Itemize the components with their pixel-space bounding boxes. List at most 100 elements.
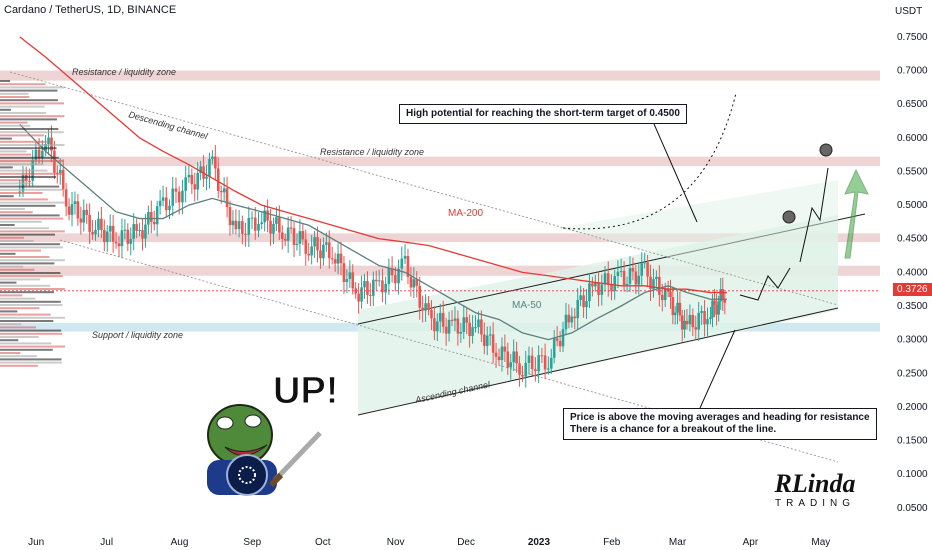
candle-body [354, 288, 357, 294]
resistance-mid-label: Resistance / liquidity zone [320, 147, 424, 157]
projection-area [558, 180, 838, 302]
candle-body [719, 289, 723, 302]
candle-body [345, 279, 349, 283]
candle-body [342, 263, 346, 283]
candle-body [85, 209, 89, 215]
volume-profile-bar [0, 345, 65, 348]
candle-body [181, 190, 184, 203]
candle-body [369, 294, 372, 296]
candle-body [597, 282, 600, 295]
candle-body [187, 174, 191, 178]
candle-body [214, 156, 217, 169]
volume-profile-bar [0, 163, 44, 166]
candle-body [634, 271, 638, 285]
candle-body [637, 275, 641, 285]
candle-body [164, 197, 168, 211]
candle-body [709, 317, 712, 320]
candle-body [646, 262, 649, 277]
y-tick-label: 0.3000 [897, 335, 928, 346]
x-tick-label: Oct [315, 537, 331, 548]
volume-profile-bar [0, 243, 61, 246]
x-tick-label: Aug [171, 537, 189, 548]
volume-profile-bar [0, 156, 59, 159]
candle-body [377, 280, 381, 282]
support-label: Support / liquidity zone [92, 330, 183, 340]
volume-profile-bar [0, 339, 19, 342]
volume-profile-bar [0, 121, 28, 124]
candle-body [424, 303, 427, 311]
volume-profile-bar [0, 134, 44, 137]
candle-body [64, 189, 68, 207]
candle-body [494, 352, 498, 357]
volume-profile-bar [0, 246, 63, 249]
candle-body [316, 237, 319, 251]
volume-profile-bar [0, 153, 32, 156]
candle-body [73, 201, 77, 204]
volume-profile-bar [0, 262, 55, 265]
candle-body [506, 351, 510, 368]
volume-profile-bar [0, 102, 65, 105]
volume-profile-bar [0, 259, 65, 262]
candle-body [222, 188, 226, 193]
volume-profile-bar [0, 364, 38, 367]
liquidity-zone-0 [0, 70, 880, 81]
candle-body [105, 231, 109, 243]
candle-body [278, 217, 281, 233]
candle-body [564, 314, 568, 330]
candle-body [649, 276, 652, 289]
candle-body [606, 273, 610, 285]
candle-body [462, 317, 466, 332]
volume-profile-bar [0, 118, 58, 121]
analysis-note-line1: Price is above the moving averages and h… [570, 412, 870, 423]
candle-body [184, 177, 187, 191]
candle-body [666, 288, 670, 292]
candle-body [521, 374, 524, 377]
candle-body [721, 289, 725, 300]
resistance-top-label: Resistance / liquidity zone [72, 67, 176, 77]
candle-body [269, 220, 272, 234]
frog-eye-left [216, 416, 234, 430]
candle-body [228, 207, 232, 226]
candle-body [706, 319, 709, 325]
volume-profile-bar [0, 233, 55, 236]
volume-profile-bar [0, 297, 36, 300]
candle-body [58, 169, 62, 173]
candle-body [336, 253, 340, 264]
volume-profile-bar [0, 220, 42, 223]
candle-body [567, 314, 571, 323]
candle-body [82, 209, 86, 223]
candle-body [295, 243, 299, 246]
volume-profile-bar [0, 323, 22, 326]
candle-body [412, 279, 416, 288]
candle-body [292, 228, 296, 246]
candle-body [88, 214, 91, 232]
y-tick-label: 0.7000 [897, 66, 928, 77]
candle-body [488, 334, 492, 336]
x-tick-label: Apr [743, 537, 759, 548]
up-label: UP! [273, 370, 338, 412]
volume-profile-bar [0, 131, 64, 134]
candle-body [660, 294, 664, 301]
candle-body [103, 229, 106, 243]
volume-profile-bar [0, 137, 12, 140]
ma-50-line [19, 123, 727, 341]
volume-profile-bar [0, 150, 27, 153]
candle-body [715, 305, 718, 315]
candle-body [459, 331, 463, 334]
y-tick-label: 0.2500 [897, 368, 928, 379]
cardano-logo-icon [238, 466, 256, 484]
candle-body [330, 258, 334, 260]
volume-profile-bar [0, 195, 14, 198]
liquidity-zone-3 [0, 265, 880, 276]
volume-profile-bar [0, 201, 65, 204]
candle-body [307, 253, 311, 256]
volume-profile-bar [0, 182, 32, 185]
candle-body [561, 329, 565, 347]
analysis-note: Price is above the moving averages and h… [563, 408, 877, 440]
candle-body [275, 217, 278, 224]
sword-handle [268, 472, 284, 488]
candle-body [94, 229, 97, 235]
frog-mouth [224, 444, 268, 456]
